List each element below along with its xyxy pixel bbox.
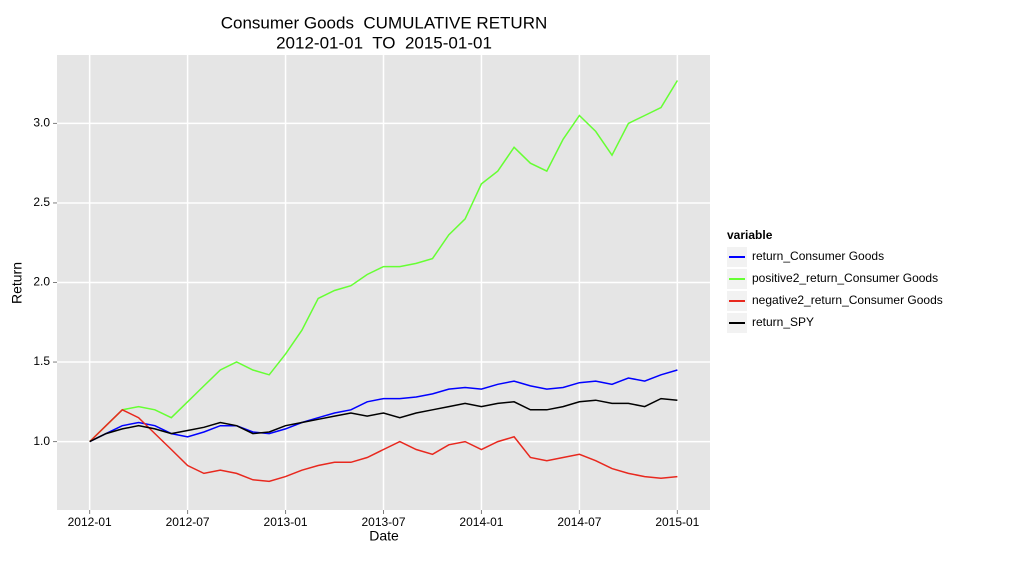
x-tick-label: 2014-01 [459, 515, 503, 529]
x-tick-label: 2012-07 [166, 515, 210, 529]
y-tick-label: 2.0 [33, 275, 50, 289]
legend-label: return_SPY [752, 315, 814, 329]
series-line [89, 80, 679, 443]
x-tick-label: 2014-07 [557, 515, 601, 529]
chart-title: Consumer Goods CUMULATIVE RETURN [221, 13, 548, 32]
legend-title: variable [727, 228, 773, 242]
y-tick-label: 2.5 [33, 195, 50, 209]
x-axis-label: Date [369, 528, 399, 544]
legend-label: return_Consumer Goods [752, 249, 884, 263]
y-tick-label: 3.0 [33, 116, 50, 130]
x-tick-label: 2013-01 [264, 515, 308, 529]
series-line [89, 397, 678, 443]
series-line [89, 408, 678, 483]
legend-label: negative2_return_Consumer Goods [752, 293, 943, 307]
y-tick-label: 1.5 [33, 354, 50, 368]
series-line [89, 369, 678, 443]
x-tick-label: 2015-01 [655, 515, 699, 529]
legend-label: positive2_return_Consumer Goods [752, 271, 938, 285]
x-tick-label: 2013-07 [361, 515, 405, 529]
y-tick-label: 1.0 [33, 434, 50, 448]
chart-subtitle: 2012-01-01 TO 2015-01-01 [276, 33, 492, 52]
y-axis-label: Return [9, 262, 25, 304]
x-tick-label: 2012-01 [68, 515, 112, 529]
